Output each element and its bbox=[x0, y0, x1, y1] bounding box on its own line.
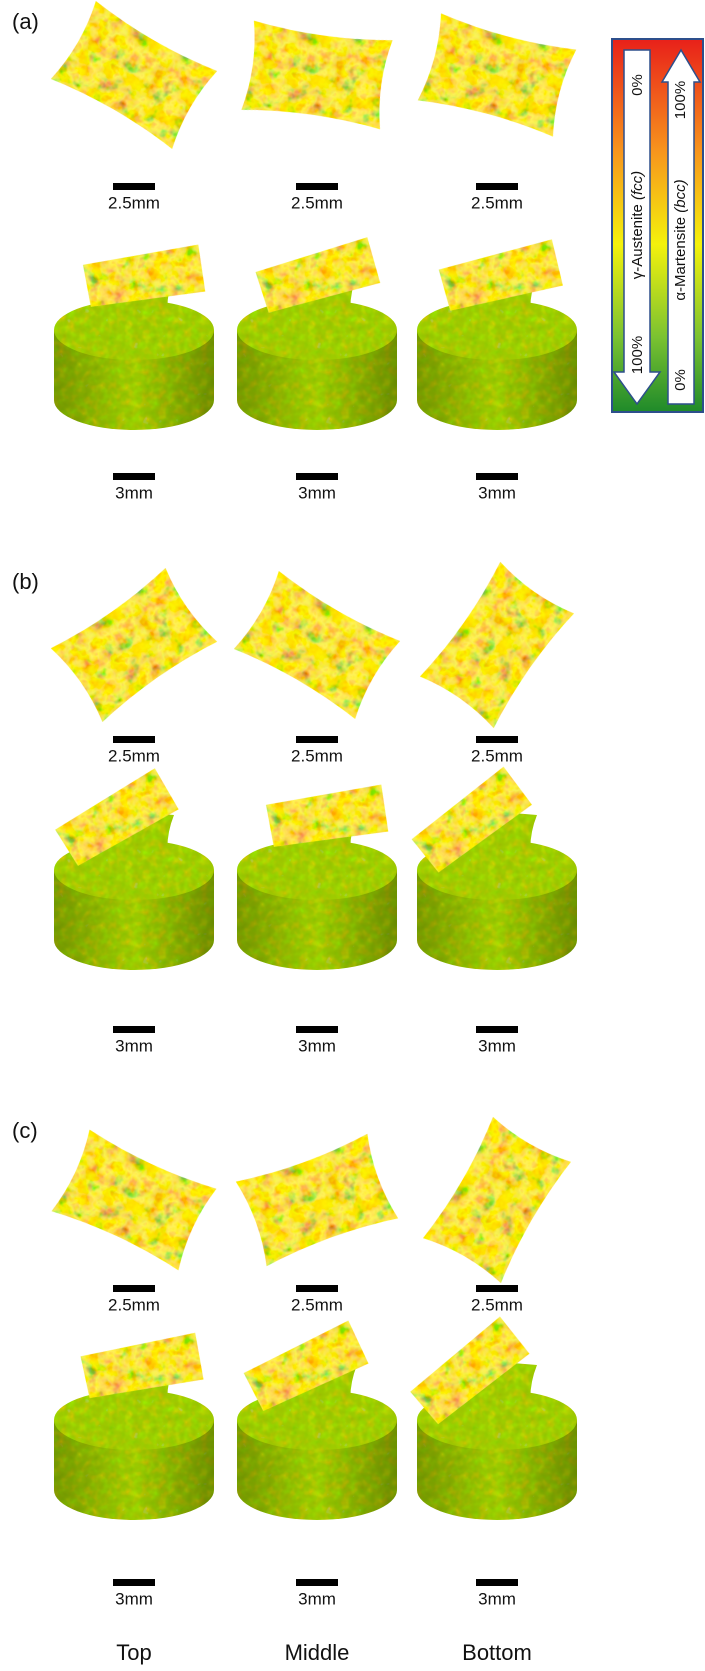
scale-bar bbox=[296, 183, 338, 190]
panel: (c) 2.5mm 3mm 2.5mm 3mm 2.5mm 3mm bbox=[12, 1116, 577, 1608]
column-label: Top bbox=[116, 1640, 151, 1665]
specimen bbox=[54, 768, 214, 970]
specimen bbox=[410, 1316, 577, 1520]
deformed-head bbox=[83, 244, 206, 307]
scale-bar bbox=[476, 1026, 518, 1033]
cross-section bbox=[419, 561, 575, 729]
panel: (a) 2.5mm 3mm 2.5mm 3mm 2.5mm 3mm bbox=[12, 1, 577, 502]
phase-structure: (bcc) bbox=[672, 179, 689, 212]
panel-label: (c) bbox=[12, 1118, 38, 1143]
scale-bar-label: 2.5mm bbox=[291, 1295, 343, 1314]
specimen bbox=[54, 244, 214, 430]
cross-section bbox=[50, 1, 218, 149]
cross-section bbox=[50, 567, 218, 723]
deformed-head bbox=[243, 1320, 369, 1412]
austenite-bottom: 100% bbox=[629, 336, 646, 374]
column-label: Bottom bbox=[462, 1640, 532, 1665]
scale-bar-label: 3mm bbox=[115, 483, 153, 502]
column-label: Middle bbox=[285, 1640, 350, 1665]
scale-bar-label: 3mm bbox=[298, 483, 336, 502]
scale-bar bbox=[113, 473, 155, 480]
scale-bar bbox=[476, 183, 518, 190]
scale-bar bbox=[476, 473, 518, 480]
colorbar: 0% 100% γ-Austenite (fcc) 100% 0% α-Mart… bbox=[611, 38, 704, 413]
scale-bar-label: 3mm bbox=[478, 1589, 516, 1608]
scale-bar bbox=[476, 736, 518, 743]
scale-bar bbox=[296, 736, 338, 743]
specimen bbox=[417, 239, 577, 430]
specimen bbox=[54, 1332, 214, 1520]
scale-bar bbox=[113, 183, 155, 190]
deformed-head bbox=[266, 784, 389, 847]
scale-bar bbox=[476, 1579, 518, 1586]
cross-section bbox=[233, 571, 401, 719]
deformed-head bbox=[438, 239, 563, 311]
deformed-head bbox=[411, 766, 532, 873]
scale-bar bbox=[296, 1579, 338, 1586]
scale-bar bbox=[296, 473, 338, 480]
scale-bar bbox=[113, 1285, 155, 1292]
panel-label: (a) bbox=[12, 9, 39, 34]
scale-bar bbox=[296, 1026, 338, 1033]
scale-bar bbox=[113, 1026, 155, 1033]
scale-bar-label: 2.5mm bbox=[471, 193, 523, 212]
phase-structure: (fcc) bbox=[629, 171, 646, 200]
martensite-top: 100% bbox=[672, 81, 689, 119]
martensite-label: α-Martensite (bcc) bbox=[672, 179, 689, 300]
panel-label: (b) bbox=[12, 569, 39, 594]
cross-section bbox=[417, 13, 577, 137]
scale-bar-label: 2.5mm bbox=[471, 746, 523, 765]
scale-bar bbox=[113, 736, 155, 743]
specimen bbox=[237, 237, 397, 430]
scale-bar-label: 2.5mm bbox=[291, 746, 343, 765]
martensite-bottom: 0% bbox=[672, 369, 689, 391]
scale-bar bbox=[476, 1285, 518, 1292]
scale-bar-label: 3mm bbox=[478, 483, 516, 502]
austenite-top: 0% bbox=[629, 74, 646, 96]
scale-bar-label: 2.5mm bbox=[108, 193, 160, 212]
down-arrow bbox=[612, 49, 662, 406]
deformed-head bbox=[55, 768, 179, 866]
up-arrow bbox=[660, 48, 702, 405]
cross-section bbox=[423, 1116, 571, 1284]
panel: (b) 2.5mm 3mm 2.5mm 3mm 2.5mm 3mm bbox=[12, 561, 577, 1055]
deformed-head bbox=[410, 1316, 530, 1425]
scale-bar-label: 2.5mm bbox=[471, 1295, 523, 1314]
cross-section bbox=[235, 1133, 399, 1267]
scale-bar-label: 2.5mm bbox=[108, 746, 160, 765]
specimen bbox=[237, 784, 397, 970]
phase-name: α-Martensite bbox=[672, 217, 689, 301]
scale-bar-label: 3mm bbox=[115, 1036, 153, 1055]
deformed-head bbox=[255, 237, 381, 313]
scale-bar bbox=[113, 1579, 155, 1586]
deformed-head bbox=[80, 1332, 204, 1399]
scale-bar bbox=[296, 1285, 338, 1292]
phase-name: γ-Austenite bbox=[629, 204, 646, 279]
specimen bbox=[237, 1320, 397, 1520]
scale-bar-label: 3mm bbox=[478, 1036, 516, 1055]
scale-bar-label: 3mm bbox=[298, 1589, 336, 1608]
austenite-label: γ-Austenite (fcc) bbox=[629, 171, 646, 279]
scale-bar-label: 3mm bbox=[298, 1036, 336, 1055]
cross-section bbox=[51, 1129, 217, 1271]
cross-section bbox=[241, 20, 393, 130]
scale-bar-label: 2.5mm bbox=[108, 1295, 160, 1314]
scale-bar-label: 3mm bbox=[115, 1589, 153, 1608]
specimen bbox=[411, 766, 577, 970]
scale-bar-label: 2.5mm bbox=[291, 193, 343, 212]
